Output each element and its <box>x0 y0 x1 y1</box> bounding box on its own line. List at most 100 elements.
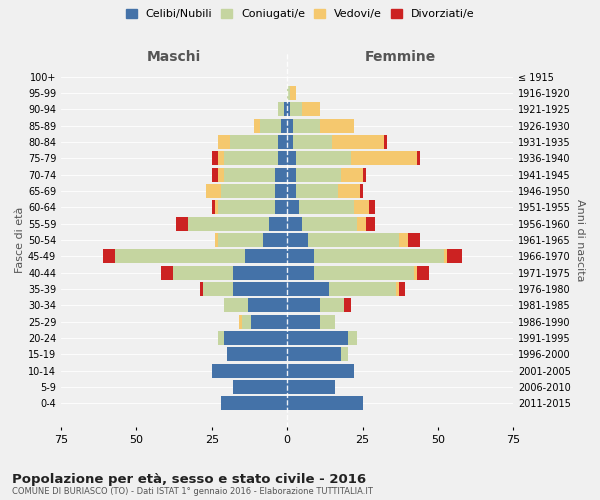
Bar <box>320 119 353 132</box>
Bar <box>248 298 287 312</box>
Text: COMUNE DI BURIASCO (TO) - Dati ISTAT 1° gennaio 2016 - Elaborazione TUTTITALIA.I: COMUNE DI BURIASCO (TO) - Dati ISTAT 1° … <box>12 488 373 496</box>
Bar <box>287 102 290 117</box>
Bar <box>359 184 362 198</box>
Bar <box>212 200 215 214</box>
Bar <box>329 282 396 296</box>
Bar <box>302 102 320 117</box>
Bar <box>251 315 287 328</box>
Bar <box>287 298 320 312</box>
Bar <box>224 168 275 181</box>
Bar <box>230 135 278 149</box>
Bar <box>287 217 302 230</box>
Bar <box>287 184 296 198</box>
Bar <box>254 119 260 132</box>
Bar <box>227 348 287 362</box>
Bar <box>399 282 405 296</box>
Bar <box>212 152 218 166</box>
Bar <box>341 168 362 181</box>
Y-axis label: Anni di nascita: Anni di nascita <box>575 199 585 281</box>
Bar <box>296 152 350 166</box>
Bar <box>417 152 420 166</box>
Bar <box>365 217 374 230</box>
Bar <box>233 282 287 296</box>
Bar <box>287 315 320 328</box>
Bar <box>224 298 248 312</box>
Bar <box>260 119 281 132</box>
Bar <box>173 266 233 280</box>
Bar <box>242 315 251 328</box>
Bar <box>176 217 188 230</box>
Bar <box>212 168 218 181</box>
Text: Femmine: Femmine <box>365 50 436 64</box>
Bar <box>332 135 383 149</box>
Bar <box>287 266 314 280</box>
Bar <box>368 200 374 214</box>
Text: Maschi: Maschi <box>147 50 201 64</box>
Bar <box>287 250 314 264</box>
Bar <box>287 168 296 181</box>
Bar <box>218 168 224 181</box>
Bar <box>293 119 320 132</box>
Bar <box>447 250 462 264</box>
Bar <box>350 152 417 166</box>
Bar <box>263 233 287 247</box>
Bar <box>290 102 302 117</box>
Bar <box>275 200 287 214</box>
Bar <box>287 348 341 362</box>
Bar <box>287 119 293 132</box>
Bar <box>287 135 293 149</box>
Bar <box>341 348 347 362</box>
Bar <box>287 364 353 378</box>
Bar <box>347 331 356 345</box>
Bar <box>203 282 233 296</box>
Bar <box>287 86 290 100</box>
Bar <box>344 298 350 312</box>
Bar <box>188 217 269 230</box>
Bar <box>215 233 218 247</box>
Bar <box>287 200 299 214</box>
Bar <box>290 86 296 100</box>
Bar <box>200 282 203 296</box>
Bar <box>287 380 335 394</box>
Bar <box>218 200 275 214</box>
Bar <box>275 168 287 181</box>
Bar <box>320 298 344 312</box>
Bar <box>215 200 218 214</box>
Bar <box>353 200 368 214</box>
Bar <box>206 184 221 198</box>
Bar <box>314 250 444 264</box>
Bar <box>281 119 287 132</box>
Bar <box>278 102 284 117</box>
Bar <box>233 266 287 280</box>
Bar <box>320 315 335 328</box>
Bar <box>218 331 224 345</box>
Bar <box>218 135 230 149</box>
Bar <box>212 364 287 378</box>
Bar <box>224 331 287 345</box>
Bar <box>399 233 408 247</box>
Bar <box>245 250 287 264</box>
Bar <box>287 331 347 345</box>
Bar <box>284 102 287 117</box>
Bar <box>224 152 278 166</box>
Bar <box>287 396 362 410</box>
Bar <box>414 266 417 280</box>
Bar <box>278 135 287 149</box>
Bar <box>396 282 399 296</box>
Bar <box>383 135 387 149</box>
Bar <box>287 233 308 247</box>
Bar <box>218 233 263 247</box>
Bar <box>362 168 365 181</box>
Bar <box>302 217 356 230</box>
Bar <box>417 266 429 280</box>
Bar <box>296 184 338 198</box>
Bar <box>221 396 287 410</box>
Bar <box>287 282 329 296</box>
Bar <box>278 152 287 166</box>
Bar <box>296 168 341 181</box>
Bar <box>356 217 365 230</box>
Bar <box>239 315 242 328</box>
Bar <box>444 250 447 264</box>
Legend: Celibi/Nubili, Coniugati/e, Vedovi/e, Divorziati/e: Celibi/Nubili, Coniugati/e, Vedovi/e, Di… <box>122 6 478 22</box>
Bar <box>218 152 224 166</box>
